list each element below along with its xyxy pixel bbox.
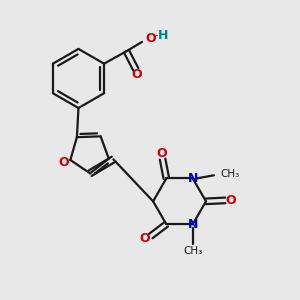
Text: O: O [59,156,69,169]
Text: O: O [140,232,151,245]
Text: N: N [188,218,198,231]
Text: O: O [146,32,156,45]
Text: O: O [131,68,142,81]
Text: CH₃: CH₃ [183,246,203,256]
Text: O: O [157,147,167,160]
Text: N: N [188,172,198,185]
Text: O: O [226,194,236,207]
Text: -: - [154,29,158,42]
Text: H: H [158,29,168,42]
Text: CH₃: CH₃ [221,169,240,179]
